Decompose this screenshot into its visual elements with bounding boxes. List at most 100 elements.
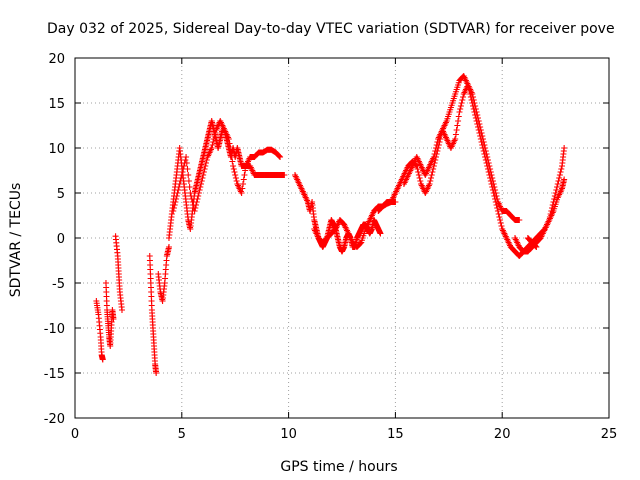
chart-title: Day 032 of 2025, Sidereal Day-to-day VTE…: [47, 21, 615, 37]
data-point: [232, 175, 239, 181]
data-point: [210, 139, 217, 145]
data-point: [194, 196, 201, 202]
data-point: [276, 153, 283, 160]
data-point: [457, 106, 464, 112]
x-axis-label: GPS time / hours: [280, 459, 397, 475]
x-tick-label: 20: [494, 427, 511, 442]
data-points: [93, 73, 568, 376]
data-point: [431, 151, 438, 157]
x-tick-label: 0: [71, 427, 79, 442]
data-point: [497, 220, 504, 226]
data-point: [458, 100, 465, 106]
data-point: [416, 175, 423, 181]
data-point: [473, 109, 480, 115]
data-point: [201, 166, 208, 172]
data-point: [231, 169, 238, 175]
data-point: [184, 166, 191, 172]
y-tick-label: -5: [52, 277, 65, 292]
data-point: [242, 167, 249, 174]
data-point: [454, 122, 461, 129]
data-point: [489, 175, 496, 181]
data-point: [453, 127, 460, 133]
data-point: [209, 142, 216, 148]
data-point: [480, 139, 487, 145]
data-point: [557, 169, 564, 175]
data-point: [554, 184, 561, 190]
data-point: [226, 140, 233, 147]
data-point: [232, 172, 239, 178]
data-point: [182, 157, 189, 163]
data-point: [474, 112, 481, 118]
data-point: [175, 187, 182, 193]
data-point: [482, 145, 489, 151]
data-point: [561, 176, 568, 183]
data-point: [377, 230, 384, 237]
data-point: [455, 118, 462, 124]
data-point: [183, 160, 190, 166]
data-point: [238, 190, 245, 196]
data-point: [202, 163, 209, 169]
y-tick-label: 15: [48, 97, 65, 112]
data-point: [172, 199, 179, 205]
data-point: [178, 175, 185, 181]
data-point: [415, 172, 422, 178]
data-point: [492, 187, 499, 193]
y-tick-label: -20: [44, 412, 65, 427]
data-point: [430, 154, 437, 160]
data-point: [428, 175, 434, 181]
data-point: [497, 217, 504, 223]
data-point: [193, 199, 200, 205]
data-point: [487, 169, 494, 175]
x-tick-label: 10: [280, 427, 297, 442]
data-point: [227, 145, 234, 151]
data-point: [429, 169, 436, 175]
data-point: [193, 202, 200, 208]
data-point: [494, 196, 501, 202]
y-tick-label: 5: [57, 187, 65, 202]
data-point: [225, 136, 232, 142]
data-point: [477, 124, 484, 130]
data-point: [240, 181, 247, 187]
data-point: [186, 184, 193, 190]
data-point: [277, 154, 284, 160]
x-axis-ticks: 0 5 10 15 20 25: [71, 58, 617, 442]
data-point: [177, 178, 184, 184]
data-point: [488, 172, 495, 178]
data-point: [175, 184, 182, 190]
data-point: [460, 94, 467, 100]
data-point: [484, 154, 491, 160]
y-tick-label: 10: [48, 142, 65, 157]
data-point: [433, 142, 440, 148]
x-tick-label: 15: [387, 427, 404, 442]
data-point: [470, 94, 477, 100]
data-point: [170, 208, 177, 214]
data-point: [415, 169, 422, 175]
data-point: [470, 97, 477, 103]
data-point: [195, 193, 202, 199]
data-point: [556, 172, 563, 178]
data-point: [478, 130, 485, 136]
data-point: [483, 151, 490, 157]
data-point: [434, 139, 441, 145]
data-point: [516, 217, 523, 223]
data-point: [554, 181, 561, 187]
data-point: [230, 166, 237, 172]
data-point: [153, 370, 160, 376]
data-point: [110, 316, 117, 322]
data-point: [198, 181, 205, 187]
data-point: [187, 190, 194, 196]
data-point: [185, 178, 192, 184]
data-point: [229, 158, 236, 165]
data-point: [417, 178, 424, 184]
data-point: [228, 154, 235, 160]
data-point: [496, 214, 503, 220]
data-point: [188, 193, 195, 199]
data-point: [456, 109, 463, 115]
data-point: [176, 181, 183, 187]
data-point: [427, 178, 434, 184]
data-point: [555, 178, 562, 184]
data-point: [426, 181, 433, 187]
data-point: [227, 149, 234, 156]
data-point: [481, 142, 488, 148]
data-point: [183, 154, 190, 160]
